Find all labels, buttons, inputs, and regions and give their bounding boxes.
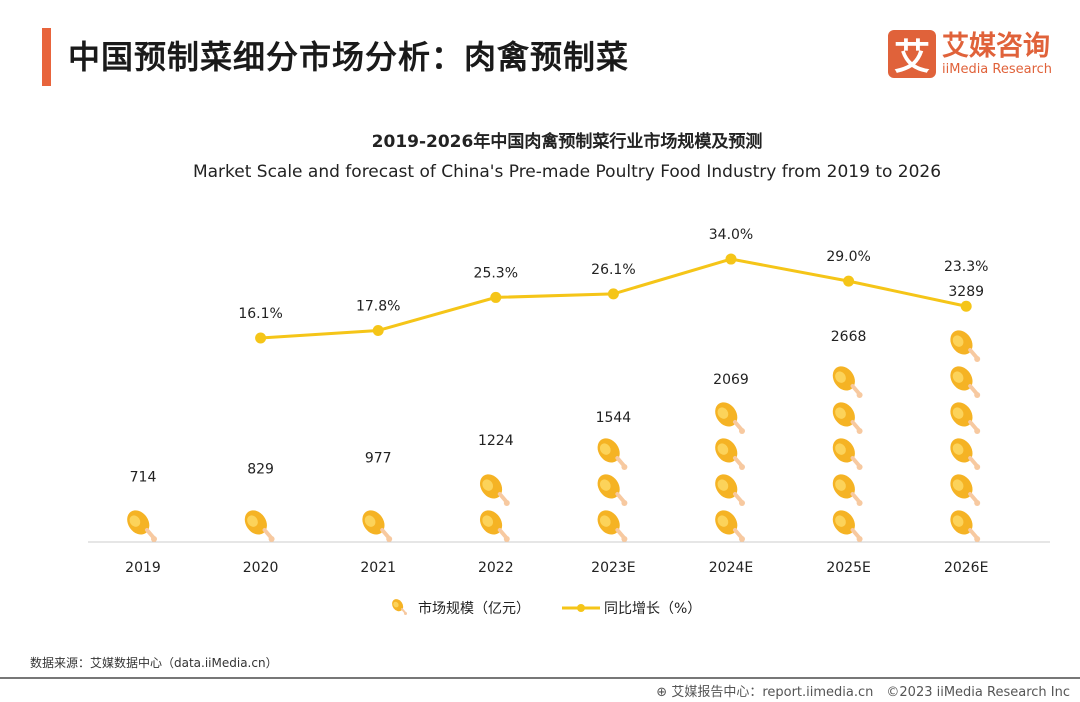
drumstick-icon xyxy=(120,504,159,544)
drumstick-icon xyxy=(943,360,983,400)
growth-label: 26.1% xyxy=(591,262,635,278)
growth-point xyxy=(843,275,855,287)
bar-value-label: 2069 xyxy=(713,372,749,388)
drumstick-icon xyxy=(826,432,865,472)
x-tick-label: 2024E xyxy=(709,560,753,576)
source-note: 数据来源：艾媒数据中心（data.iiMedia.cn） xyxy=(30,656,278,670)
x-tick-label: 2019 xyxy=(125,560,161,576)
chart-subtitle: Market Scale and forecast of China's Pre… xyxy=(192,162,942,182)
bar-value-label: 1224 xyxy=(478,433,514,449)
title-accent-bar xyxy=(42,28,51,86)
growth-point xyxy=(725,253,737,265)
bar-2026E xyxy=(943,324,983,544)
drumstick-icon xyxy=(943,396,983,436)
drumstick-icon xyxy=(473,504,512,544)
drumstick-icon xyxy=(943,324,983,364)
drumstick-icon xyxy=(591,504,630,544)
legend-bar-label: 市场规模（亿元） xyxy=(418,600,530,617)
page-title: 中国预制菜细分市场分析：肉禽预制菜 xyxy=(68,38,630,76)
chart-title: 2019-2026年中国肉禽预制菜行业市场规模及预测 xyxy=(371,132,763,152)
growth-point xyxy=(372,325,384,337)
growth-point xyxy=(960,300,972,312)
legend-line-marker xyxy=(577,604,585,612)
drumstick-icon xyxy=(826,360,865,400)
drumstick-icon xyxy=(591,468,630,508)
bar-value-label: 829 xyxy=(247,461,274,477)
drumstick-icon xyxy=(708,468,747,508)
drumstick-icon xyxy=(826,504,865,544)
x-tick-label: 2021 xyxy=(360,560,396,576)
drumstick-icon xyxy=(708,432,747,472)
logo-mark: 艾 xyxy=(888,30,936,78)
logo-cn: 艾媒咨询 xyxy=(942,30,1050,62)
growth-label: 16.1% xyxy=(238,306,282,322)
footer-divider xyxy=(0,677,1080,679)
growth-label: 17.8% xyxy=(356,299,400,315)
drumstick-icon xyxy=(473,468,512,508)
growth-point xyxy=(490,291,502,303)
x-tick-label: 2025E xyxy=(826,560,870,576)
x-tick-label: 2026E xyxy=(944,560,988,576)
drumstick-icon xyxy=(358,470,392,506)
bar-value-label: 1544 xyxy=(596,410,632,426)
growth-point xyxy=(607,288,619,300)
drumstick-icon xyxy=(943,504,983,544)
legend-drumstick-icon xyxy=(388,596,408,616)
x-tick-label: 2022 xyxy=(478,560,514,576)
x-tick-label: 2023E xyxy=(591,560,635,576)
bar-2025E xyxy=(826,360,865,544)
bar-value-label: 2668 xyxy=(831,329,867,345)
growth-point xyxy=(255,332,267,344)
bar-value-label: 3289 xyxy=(948,284,984,300)
bar-2024E xyxy=(708,396,747,544)
bar-value-label: 977 xyxy=(365,451,392,467)
drumstick-icon xyxy=(708,504,747,544)
x-tick-label: 2020 xyxy=(243,560,279,576)
legend-line-label: 同比增长（%） xyxy=(604,601,701,617)
growth-label: 29.0% xyxy=(826,249,870,265)
drumstick-icon xyxy=(943,468,983,508)
legend: 市场规模（亿元） 同比增长（%） xyxy=(388,596,701,617)
drumstick-icon xyxy=(708,396,747,436)
footer-report-text: 艾媒报告中心：report.iimedia.cn ©2023 iiMedia R… xyxy=(671,685,1070,700)
drumstick-icon xyxy=(943,432,983,472)
drumstick-icon xyxy=(826,468,865,508)
drumstick-icon xyxy=(238,504,277,544)
bar-2022 xyxy=(473,468,512,544)
drumstick-icon xyxy=(355,504,395,544)
drumstick-icon xyxy=(826,396,865,436)
growth-label: 34.0% xyxy=(709,227,753,243)
drumstick-icon xyxy=(591,432,630,472)
bar-2021 xyxy=(355,470,395,544)
logo-en: iiMedia Research xyxy=(942,61,1053,77)
bar-2020 xyxy=(238,504,277,544)
footer-report: ⊕ 艾媒报告中心：report.iimedia.cn ©2023 iiMedia… xyxy=(656,685,1070,700)
growth-label: 25.3% xyxy=(474,265,518,281)
bar-value-label: 714 xyxy=(130,470,157,486)
growth-label: 23.3% xyxy=(944,259,988,275)
logo: 艾 艾媒咨询 iiMedia Research xyxy=(888,30,1052,78)
